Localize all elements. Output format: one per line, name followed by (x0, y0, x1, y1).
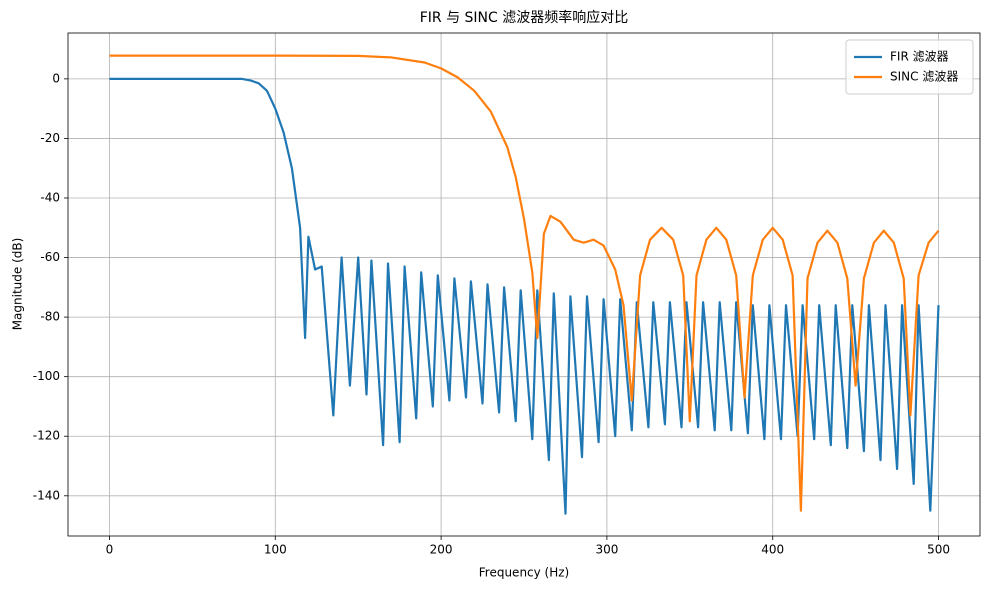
y-tick-label: -140 (33, 488, 60, 502)
x-tick-label: 100 (264, 543, 287, 557)
x-tick-label: 200 (430, 543, 453, 557)
y-tick-label: -40 (40, 190, 60, 204)
x-tick-label: 300 (595, 543, 618, 557)
line-series (109, 77, 940, 515)
plot-frame (67, 32, 981, 537)
y-tick-label: -20 (40, 131, 60, 145)
legend-label: SINC 滤波器 (890, 70, 958, 84)
y-tick-label: -60 (40, 250, 60, 264)
legend-label: FIR 滤波器 (890, 50, 949, 64)
legend-box (845, 39, 974, 95)
x-tick-label: 0 (106, 543, 114, 557)
legend: FIR 滤波器 SINC 滤波器 (845, 39, 974, 95)
x-axis-label: Frequency (Hz) (479, 566, 570, 580)
y-tick-label: -100 (33, 369, 60, 383)
x-tick-label: 400 (761, 543, 784, 557)
x-tick-label: 500 (927, 543, 950, 557)
y-axis-label: Magnitude (dB) (11, 238, 25, 331)
y-tick-label: -80 (40, 310, 60, 324)
y-tick-label: -120 (33, 429, 60, 443)
y-tick-label: 0 (52, 71, 60, 85)
line-series (109, 54, 940, 512)
chart-title: FIR 与 SINC 滤波器频率响应对比 (420, 9, 629, 26)
